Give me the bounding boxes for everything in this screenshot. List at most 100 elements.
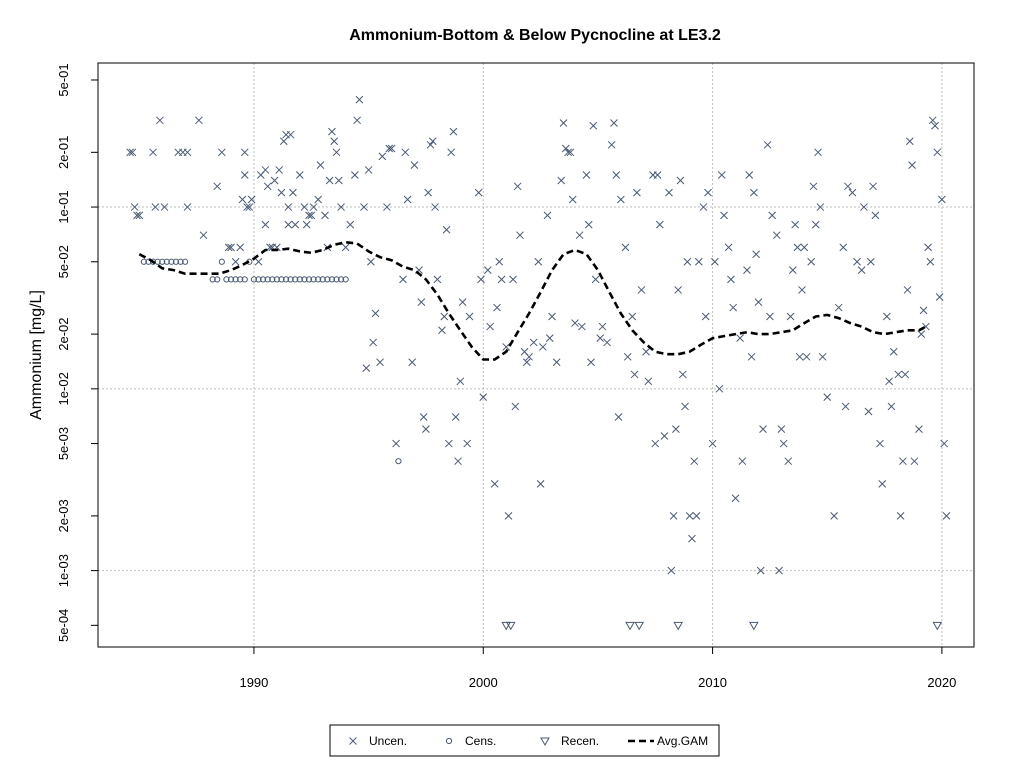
x-stroke — [316, 161, 325, 170]
uncensored-point — [940, 439, 949, 448]
uncensored-point — [811, 220, 820, 229]
uncensored-point — [243, 203, 251, 211]
uncensored-point — [938, 195, 946, 204]
x-stroke — [584, 220, 593, 229]
x-tick-label: 1990 — [239, 675, 268, 690]
uncensored-point — [704, 188, 712, 197]
x-stroke — [401, 148, 410, 157]
x-stroke — [224, 243, 233, 252]
x-stroke — [818, 352, 827, 361]
uncensored-point — [426, 140, 435, 149]
uncensored-point — [899, 457, 907, 466]
uncensored-point — [926, 257, 935, 266]
x-stroke — [199, 231, 208, 240]
x-stroke — [571, 319, 579, 327]
uncensored-point — [878, 480, 887, 488]
x-stroke — [915, 425, 923, 434]
x-stroke — [286, 130, 295, 139]
x-stroke — [711, 257, 719, 266]
uncensored-point — [286, 130, 295, 139]
uncensored-point — [522, 358, 531, 367]
uncensored-point — [694, 257, 703, 266]
x-stroke — [385, 144, 394, 153]
x-stroke — [772, 231, 781, 240]
uncensored-point — [839, 243, 848, 252]
uncensored-point — [607, 140, 616, 149]
x-stroke — [275, 166, 284, 174]
uncensored-point — [669, 512, 678, 520]
uncensored-point — [213, 182, 222, 191]
x-stroke — [513, 182, 522, 191]
censored-point — [177, 258, 184, 265]
uncensored-point — [261, 166, 270, 174]
uncensored-point — [883, 312, 891, 321]
x-stroke — [509, 275, 517, 284]
uncensored-point — [277, 188, 286, 197]
x-stroke — [811, 220, 820, 229]
x-stroke — [885, 377, 894, 386]
x-stroke — [798, 286, 806, 294]
x-stroke — [672, 425, 680, 434]
x-stroke — [642, 347, 650, 356]
x-stroke — [525, 352, 533, 361]
uncensored-point — [642, 347, 650, 356]
uncensored-point — [612, 171, 621, 179]
uncensored-point — [908, 161, 916, 170]
x-stroke — [426, 140, 435, 149]
uncensored-point — [720, 211, 728, 220]
x-stroke — [135, 211, 144, 220]
x-stroke — [465, 312, 474, 321]
uncensored-point — [688, 534, 696, 543]
censored-point — [260, 276, 267, 283]
uncensored-point — [763, 140, 772, 149]
x-stroke — [376, 358, 384, 367]
x-stroke — [284, 220, 293, 229]
censored-point — [328, 276, 336, 283]
x-stroke — [367, 257, 375, 266]
uncensored-point — [536, 480, 545, 488]
uncensored-point — [610, 119, 618, 127]
uncensored-point — [410, 161, 419, 170]
uncensored-point — [876, 439, 884, 448]
x-stroke — [587, 358, 595, 367]
censored-point — [255, 276, 262, 283]
censored-point — [292, 276, 299, 283]
uncensored-point — [263, 182, 272, 191]
uncensored-point — [584, 220, 593, 229]
uncensored-point — [445, 439, 453, 448]
uncensored-point — [681, 402, 689, 411]
x-stroke — [807, 257, 816, 266]
x-stroke — [676, 176, 685, 185]
uncensored-point — [561, 144, 570, 153]
uncensored-point — [905, 137, 914, 146]
x-stroke — [552, 358, 561, 367]
uncensored-point — [454, 457, 462, 466]
uncensored-point — [247, 195, 256, 204]
x-stroke — [341, 243, 350, 252]
x-stroke — [878, 480, 887, 488]
x-stroke — [795, 352, 804, 361]
uncensored-point — [353, 116, 361, 125]
uncensored-point — [578, 322, 586, 331]
uncensored-point — [270, 176, 279, 185]
uncensored-point — [438, 326, 446, 335]
x-stroke — [857, 266, 866, 274]
uncensored-point — [919, 306, 928, 315]
x-stroke — [486, 322, 494, 331]
x-stroke — [720, 211, 728, 220]
uncensored-point — [442, 225, 451, 234]
uncensored-point — [195, 116, 203, 125]
uncensored-point — [754, 298, 763, 306]
uncensored-point — [788, 266, 797, 274]
uncensored-point — [325, 176, 334, 185]
x-stroke — [151, 203, 160, 211]
x-stroke — [440, 312, 449, 321]
uncensored-point — [355, 95, 364, 104]
x-stroke — [616, 195, 625, 204]
uncensored-point — [199, 231, 208, 240]
uncensored-point — [316, 161, 325, 170]
censored-point — [319, 276, 326, 283]
uncensored-point — [376, 358, 384, 367]
x-stroke — [809, 182, 818, 191]
uncensored-point — [328, 127, 336, 136]
